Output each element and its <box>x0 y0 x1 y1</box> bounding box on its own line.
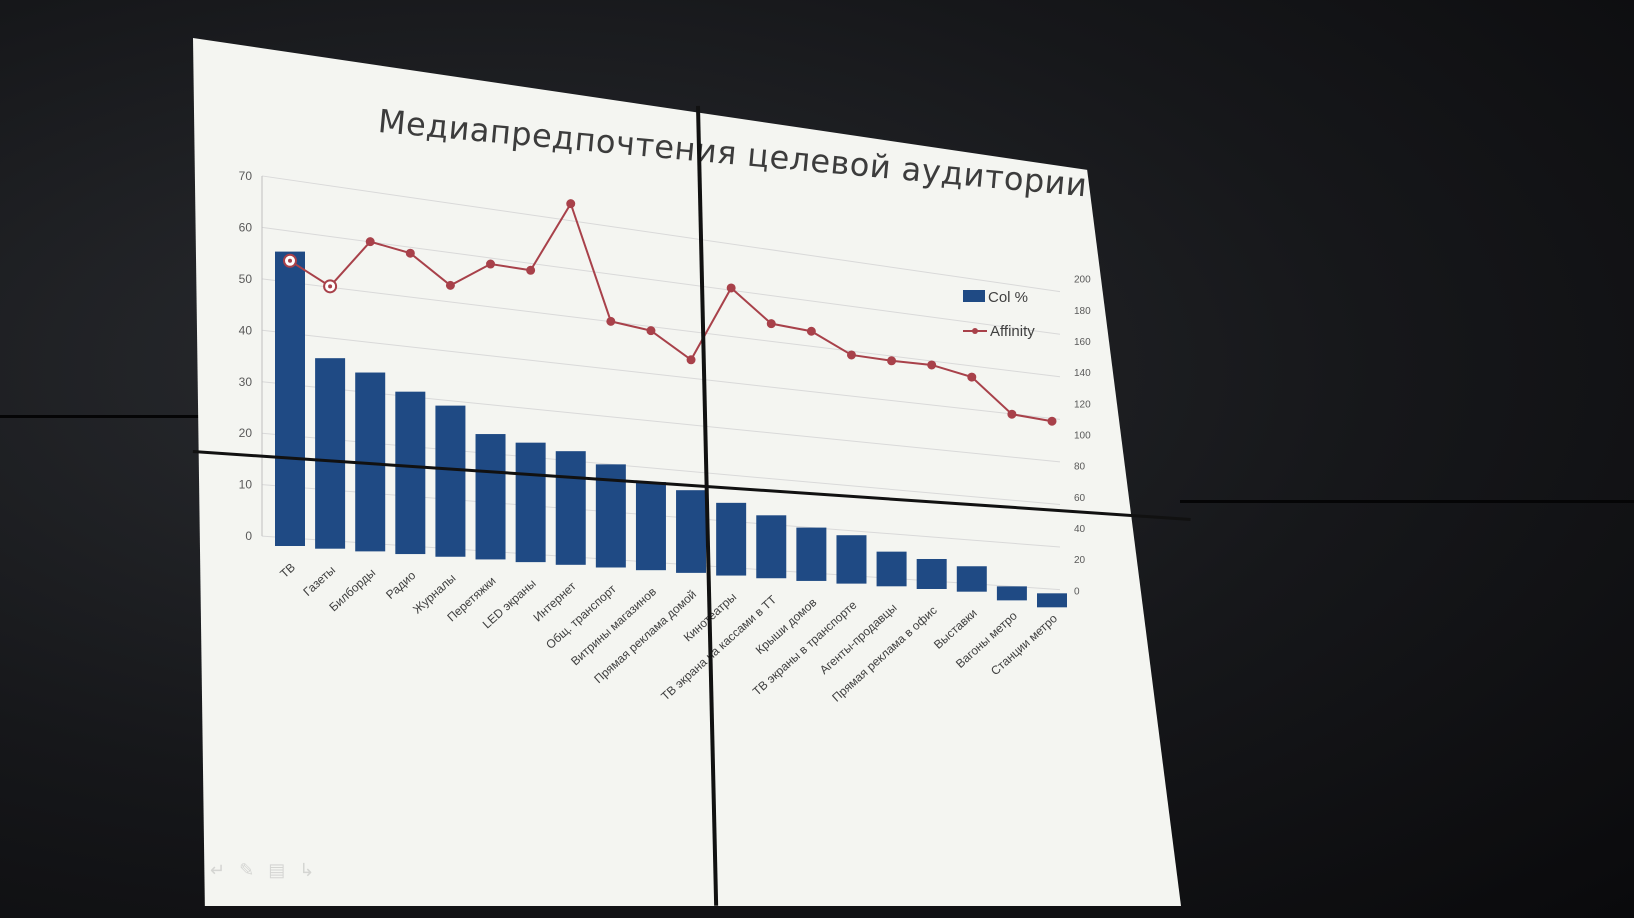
affinity-point <box>887 356 897 366</box>
legend-swatch-col-pct <box>963 290 985 302</box>
left-tick-label: 70 <box>239 169 253 183</box>
slide-toolbar: ↵ ✎ ▤ ↳ <box>210 860 314 881</box>
grid-line <box>261 432 1061 505</box>
bar-series-col-pct <box>275 251 1067 608</box>
x-tick-label: ТВ <box>277 560 298 581</box>
x-tick-label: Агенты-продавцы <box>817 601 900 677</box>
legend-label-affinity: Affinity <box>990 323 1035 340</box>
bar <box>996 586 1027 601</box>
back-arrow-icon[interactable]: ↵ <box>210 860 226 880</box>
grid-line <box>261 381 1061 463</box>
bar <box>756 515 787 579</box>
bar <box>315 358 346 549</box>
right-tick-label: 60 <box>1074 493 1086 504</box>
affinity-point <box>646 326 656 336</box>
left-tick-label: 0 <box>245 529 252 543</box>
grid-lines <box>261 175 1061 591</box>
right-tick-label: 200 <box>1074 275 1091 286</box>
x-tick-label: Радио <box>383 568 418 602</box>
bar <box>676 490 707 573</box>
grid-line <box>261 226 1061 335</box>
left-tick-label: 20 <box>239 426 253 440</box>
affinity-point <box>405 248 415 258</box>
right-tick-label: 0 <box>1074 586 1080 597</box>
right-y-axis: 0 20 40 60 80 100 120 140 160 180 200 <box>1074 275 1091 598</box>
right-tick-label: 120 <box>1074 399 1091 410</box>
bar <box>716 502 747 576</box>
affinity-point <box>766 319 776 329</box>
left-tick-label: 60 <box>239 220 253 234</box>
pen-icon[interactable]: ✎ <box>239 860 255 880</box>
bar <box>555 451 586 565</box>
affinity-point <box>606 316 616 326</box>
bar <box>275 251 305 546</box>
affinity-point <box>686 355 696 365</box>
grid-line <box>261 329 1061 420</box>
right-tick-label: 100 <box>1074 430 1091 441</box>
left-tick-label: 40 <box>239 323 253 337</box>
right-tick-label: 140 <box>1074 368 1091 379</box>
affinity-point <box>726 283 736 293</box>
bar <box>435 405 466 557</box>
left-tick-label: 30 <box>239 375 253 389</box>
affinity-point <box>806 326 816 336</box>
affinity-point-center <box>288 258 292 263</box>
affinity-point <box>846 350 856 360</box>
legend-label-col-pct: Col % <box>988 289 1028 306</box>
bar <box>796 527 827 581</box>
left-tick-label: 10 <box>239 478 253 492</box>
affinity-point <box>1007 409 1017 419</box>
bar <box>515 442 546 563</box>
affinity-point <box>365 237 375 247</box>
forward-arrow-icon[interactable]: ↳ <box>299 860 315 880</box>
affinity-point <box>486 259 496 269</box>
affinity-point <box>1047 416 1057 426</box>
line-series-affinity <box>283 199 1057 426</box>
slides-icon[interactable]: ▤ <box>268 860 286 880</box>
bar <box>916 558 947 589</box>
right-tick-label: 160 <box>1074 337 1091 348</box>
right-tick-label: 20 <box>1074 555 1086 566</box>
x-tick-label: Газеты <box>300 563 338 599</box>
bar <box>876 551 907 587</box>
grid-line <box>261 175 1061 293</box>
left-y-axis: 0 10 20 30 40 50 60 70 <box>239 169 263 543</box>
right-tick-label: 40 <box>1074 524 1086 535</box>
bar <box>836 535 867 584</box>
left-tick-label: 50 <box>239 272 253 286</box>
affinity-point <box>967 372 977 382</box>
grid-line <box>261 278 1061 378</box>
affinity-point-center <box>328 284 333 289</box>
wall-seam-top <box>0 415 200 418</box>
bar <box>635 482 666 571</box>
bar <box>1037 593 1067 608</box>
affinity-point <box>566 199 576 209</box>
wall-seam-right <box>1180 500 1634 503</box>
affinity-line <box>289 201 1053 423</box>
legend-marker-affinity <box>972 328 978 334</box>
affinity-point <box>445 280 455 290</box>
legend: Col % Affinity <box>963 289 1035 340</box>
right-tick-label: 180 <box>1074 306 1091 317</box>
right-tick-label: 80 <box>1074 462 1086 473</box>
bar <box>395 391 426 555</box>
bar <box>956 566 987 592</box>
bar <box>475 434 506 560</box>
affinity-point <box>526 265 536 275</box>
affinity-point <box>927 360 937 370</box>
